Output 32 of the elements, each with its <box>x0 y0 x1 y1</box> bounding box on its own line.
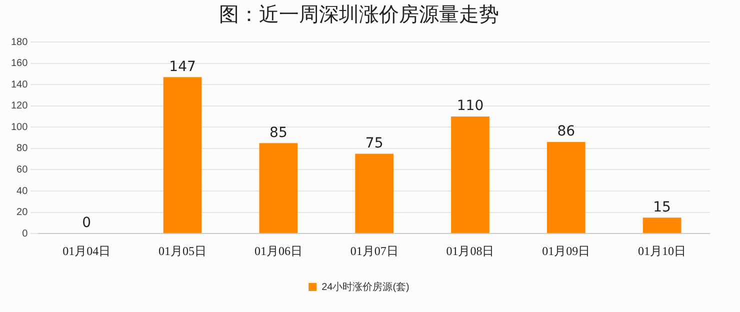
data-label: 75 <box>365 135 384 152</box>
data-label: 15 <box>653 199 671 216</box>
bar <box>259 143 298 234</box>
x-tick-label: 01月07日 <box>350 244 398 258</box>
x-tick-label: 01月08日 <box>446 244 494 258</box>
x-tick-label: 01月09日 <box>542 244 590 258</box>
y-tick-label: 20 <box>16 207 28 218</box>
x-tick-label: 01月10日 <box>638 244 686 258</box>
y-tick-label: 40 <box>16 186 28 197</box>
x-tick-label: 01月05日 <box>158 244 207 258</box>
y-tick-label: 60 <box>16 164 28 176</box>
data-label: 110 <box>456 98 484 114</box>
bar <box>546 142 586 234</box>
y-tick-label: 120 <box>10 100 28 112</box>
data-label: 86 <box>557 124 576 140</box>
legend-label: 24小时涨价房源(套) <box>322 280 410 293</box>
y-tick-label: 140 <box>10 79 28 90</box>
bar <box>355 154 394 234</box>
y-tick-label: 100 <box>10 122 28 133</box>
bar <box>163 77 202 234</box>
y-tick-label: 80 <box>16 143 28 154</box>
x-tick-label: 01月04日 <box>62 244 111 258</box>
data-label: 85 <box>270 124 288 141</box>
data-label: 0 <box>82 215 92 232</box>
y-tick-label: 180 <box>10 36 28 48</box>
x-tick-label: 01月06日 <box>254 244 302 258</box>
bar <box>451 116 490 234</box>
y-tick-label: 0 <box>22 228 28 240</box>
data-label: 147 <box>169 58 196 75</box>
bar <box>642 218 682 234</box>
y-tick-label: 160 <box>10 58 28 70</box>
chart-title: 图：近一周深圳涨价房源量走势 <box>219 2 499 26</box>
